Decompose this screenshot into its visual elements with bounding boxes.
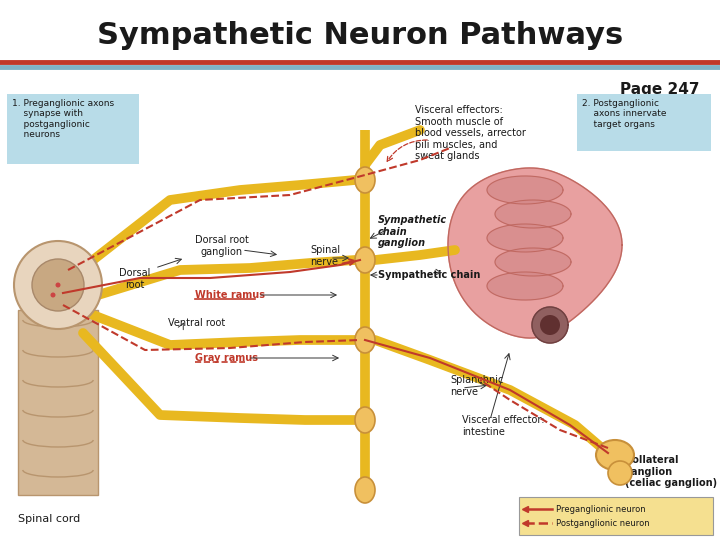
Text: Splanchnic
nerve: Splanchnic nerve	[450, 375, 503, 396]
Ellipse shape	[42, 267, 58, 277]
Text: White ramus: White ramus	[195, 290, 265, 300]
Polygon shape	[495, 248, 571, 276]
Text: Page 247: Page 247	[621, 82, 700, 97]
Text: Spinal cord: Spinal cord	[18, 514, 80, 524]
FancyBboxPatch shape	[519, 497, 713, 535]
Circle shape	[14, 241, 102, 329]
Circle shape	[32, 259, 84, 311]
Text: Dorsal root
ganglion: Dorsal root ganglion	[195, 235, 249, 256]
Circle shape	[608, 461, 632, 485]
Text: Sympathetic Neuron Pathways: Sympathetic Neuron Pathways	[97, 21, 623, 50]
Bar	[18, 310, 98, 495]
Text: Dorsal
root: Dorsal root	[120, 268, 150, 289]
Text: Preganglionic neuron: Preganglionic neuron	[556, 504, 646, 514]
Ellipse shape	[58, 267, 74, 277]
Ellipse shape	[355, 167, 375, 193]
Polygon shape	[532, 307, 568, 343]
Text: 1. Preganglionic axons
    synapse with
    postganglionic
    neurons: 1. Preganglionic axons synapse with post…	[12, 99, 114, 139]
Text: Postganglionic neuron: Postganglionic neuron	[556, 518, 649, 528]
Circle shape	[55, 282, 60, 287]
Ellipse shape	[42, 293, 58, 303]
Text: Visceral effector:
intestine: Visceral effector: intestine	[462, 415, 544, 437]
Ellipse shape	[355, 407, 375, 433]
Ellipse shape	[596, 440, 634, 470]
Text: Spinal
nerve: Spinal nerve	[310, 245, 340, 267]
Ellipse shape	[355, 247, 375, 273]
Ellipse shape	[355, 477, 375, 503]
Ellipse shape	[355, 327, 375, 353]
Polygon shape	[487, 272, 563, 300]
Text: Ventral root: Ventral root	[168, 318, 225, 328]
Ellipse shape	[58, 293, 74, 303]
Polygon shape	[448, 168, 622, 338]
Circle shape	[540, 315, 560, 335]
Polygon shape	[487, 176, 563, 204]
Circle shape	[50, 293, 55, 298]
Text: Sympathetic
chain
ganglion: Sympathetic chain ganglion	[378, 215, 447, 248]
FancyBboxPatch shape	[7, 94, 139, 164]
Text: Collateral
ganglion
(celiac ganglion): Collateral ganglion (celiac ganglion)	[625, 455, 717, 488]
Text: Visceral effectors:
Smooth muscle of
blood vessels, arrector
pili muscles, and
s: Visceral effectors: Smooth muscle of blo…	[415, 105, 526, 161]
FancyBboxPatch shape	[577, 94, 711, 151]
Polygon shape	[495, 200, 571, 228]
Text: Gray ramus: Gray ramus	[195, 353, 258, 363]
Text: Sympathetic chain: Sympathetic chain	[378, 270, 480, 280]
Text: 2. Postganglionic
    axons innervate
    target organs: 2. Postganglionic axons innervate target…	[582, 99, 667, 129]
Polygon shape	[487, 224, 563, 252]
